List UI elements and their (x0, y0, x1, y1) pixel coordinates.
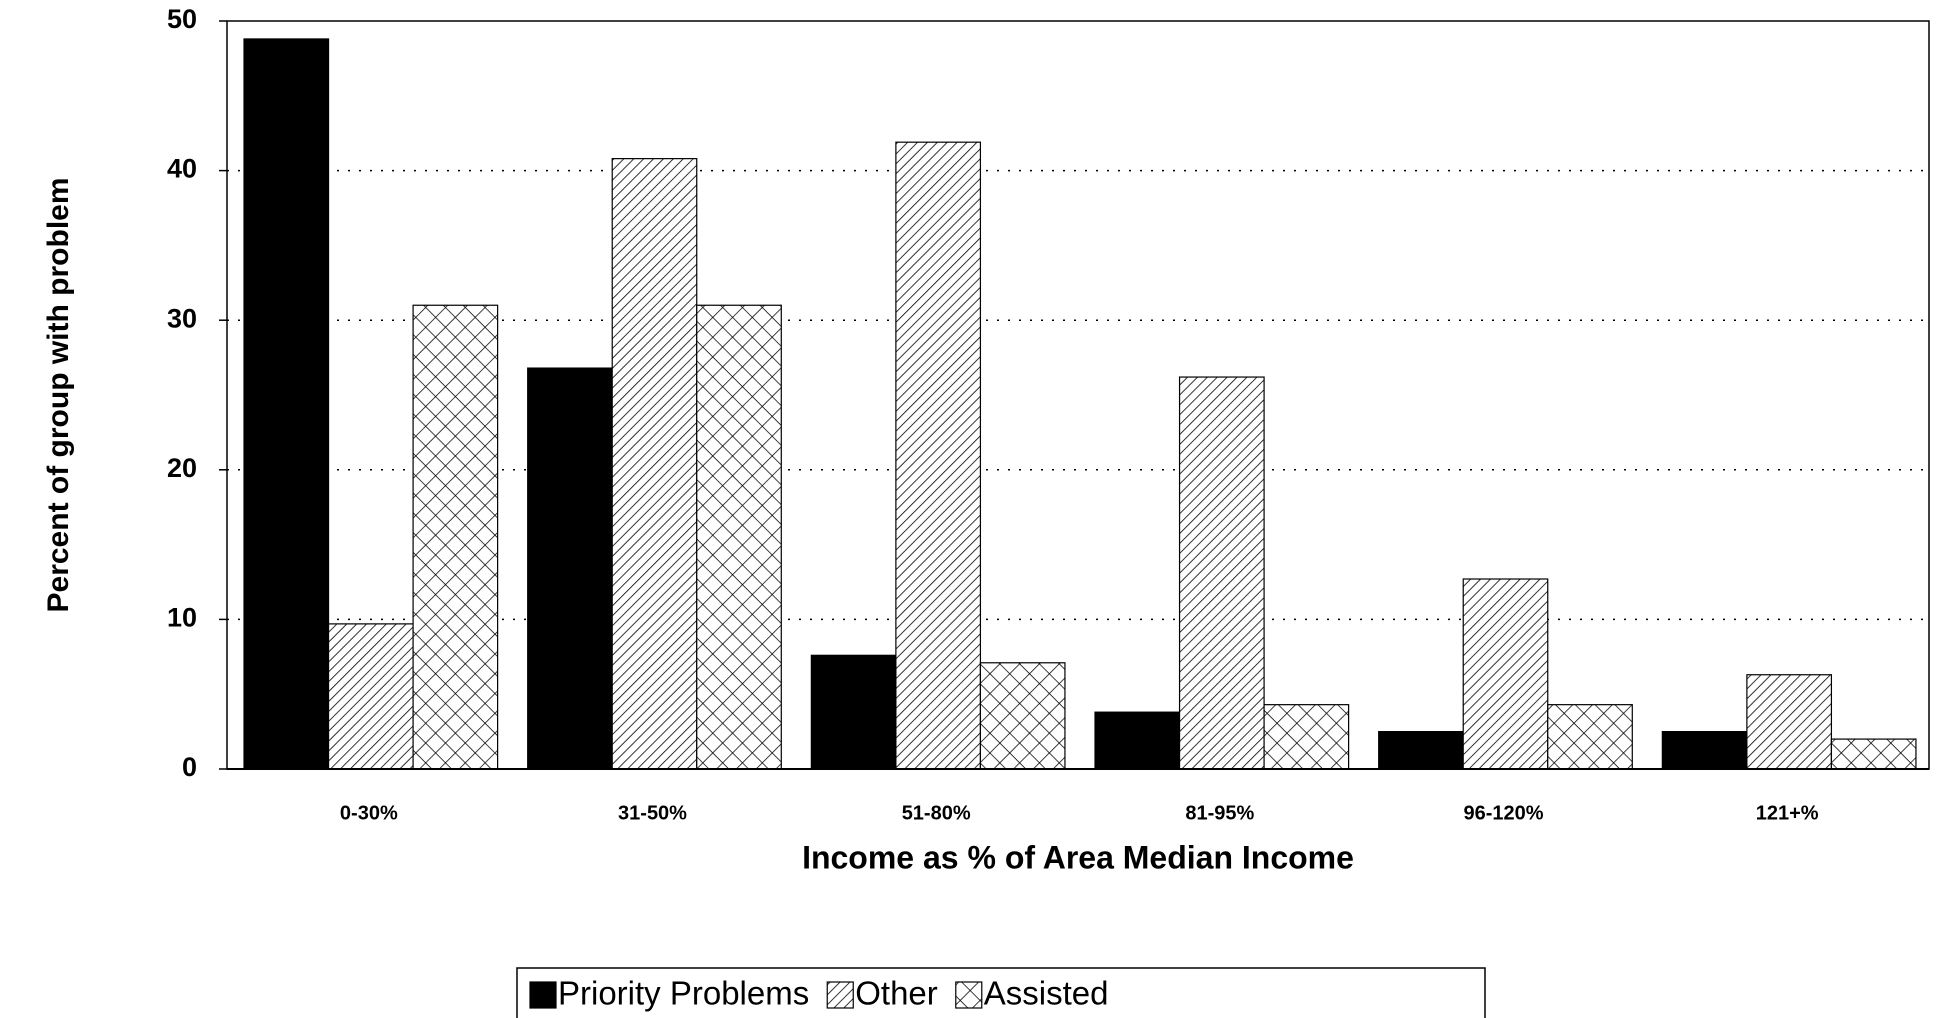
legend-label: Other (855, 975, 938, 1012)
bar (895, 141, 982, 770)
x-tick-label: 121+% (1756, 802, 1819, 824)
x-tick-label: 0-30% (340, 802, 398, 824)
bar (1746, 674, 1833, 770)
y-tick-label: 50 (167, 4, 197, 34)
x-tick-label: 51-80% (902, 802, 971, 824)
legend-swatch (955, 981, 983, 1009)
bar (1462, 578, 1549, 770)
y-tick-label: 30 (167, 303, 197, 333)
bar (1661, 730, 1748, 770)
bar (1178, 376, 1265, 770)
legend-swatch (529, 981, 557, 1009)
x-tick-label: 96-120% (1463, 802, 1543, 824)
bar (327, 623, 414, 770)
bar (1378, 730, 1464, 770)
y-tick-label: 0 (182, 752, 197, 782)
legend-box (516, 967, 1486, 1018)
bar (1830, 738, 1917, 770)
bar (611, 158, 698, 770)
bar (810, 654, 897, 770)
y-axis-title: Percent of group with problem (42, 177, 75, 612)
bar (696, 304, 782, 770)
bar (1263, 704, 1350, 770)
y-tick-label: 10 (167, 603, 197, 633)
bar (1547, 704, 1633, 770)
x-tick-label: 81-95% (1185, 802, 1254, 824)
x-tick-label: 31-50% (618, 802, 687, 824)
bar (412, 304, 499, 770)
legend-swatch (826, 981, 854, 1009)
bar (243, 38, 330, 770)
bar (1094, 711, 1181, 770)
legend-label: Assisted (984, 975, 1109, 1012)
x-axis-title: Income as % of Area Median Income (802, 839, 1354, 875)
bar (527, 367, 613, 770)
legend-label: Priority Problems (558, 975, 809, 1012)
y-tick-label: 40 (167, 154, 197, 184)
y-tick-label: 20 (167, 453, 197, 483)
bar (979, 662, 1066, 770)
